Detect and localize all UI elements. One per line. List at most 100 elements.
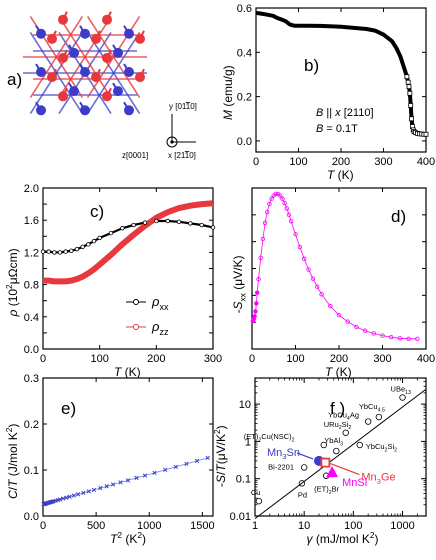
x-tick-label: 200	[332, 156, 350, 168]
data-point	[415, 336, 420, 342]
y-axis-label: ρ (102​μΩcm)	[4, 248, 20, 317]
data-point	[397, 336, 403, 341]
y-tick-label: 0.0	[24, 344, 39, 356]
highlight-label-mn3sn: Mn3​Sn	[267, 447, 300, 461]
series-line	[252, 193, 418, 340]
data-point	[91, 238, 97, 244]
annotation-field-direction: B || x [2110]	[316, 107, 374, 119]
data-point	[61, 496, 66, 501]
data-point	[118, 480, 123, 485]
y-tick-label: 0.2	[237, 92, 252, 104]
point-label: YbAl3​	[324, 436, 343, 447]
atom	[69, 86, 79, 97]
red-bond	[29, 16, 84, 98]
x-tick-label: 1000	[390, 520, 414, 532]
data-point	[405, 79, 411, 85]
point-label: Pd	[298, 490, 307, 499]
plot-frame	[42, 187, 214, 350]
blue-bond	[86, 32, 141, 114]
point-label: YbCu4​Ag	[328, 411, 359, 422]
data-point	[315, 284, 320, 289]
data-point	[152, 470, 157, 476]
x-tick-label: 0	[249, 353, 255, 365]
data-point	[71, 493, 76, 498]
x-tick-label: 500	[87, 520, 105, 532]
data-point	[98, 485, 103, 491]
legend-marker-zz	[133, 324, 139, 330]
data-point	[108, 230, 114, 236]
axis-y-label: y [0110]	[169, 102, 197, 111]
x-tick-label: 100	[90, 353, 108, 365]
panel-b: 0 100 200 300 400 0.0 0.2 0.4 0.6 b) B || x [2110]…	[221, 3, 435, 182]
x-tick-label: 400	[417, 156, 435, 168]
atom	[91, 72, 101, 83]
data-point	[407, 90, 413, 96]
data-point	[210, 225, 216, 230]
point-label: Bi-2201	[268, 462, 294, 471]
x-tick-label: 300	[204, 353, 222, 365]
panel-e-label: e)	[61, 399, 76, 418]
y-axis-label: -S/T(μV/K2​)	[212, 425, 228, 487]
x-axis-label: γ (mJ/mol K2​)	[307, 530, 379, 546]
y-tick-label: 0.3	[24, 373, 39, 385]
atom	[80, 28, 90, 39]
blue-bond	[29, 32, 84, 114]
panel-c-label: c)	[90, 202, 104, 221]
x-tick-label: 200	[147, 353, 165, 365]
data-point	[64, 495, 69, 500]
point-label: (ET)2​Cu(NSC)2​	[244, 432, 295, 443]
data-point	[173, 464, 178, 470]
panel-d: 0 100 200 300 400 d) T (K) -Sxx​ (μV/K)	[231, 187, 435, 379]
panel-d-label: d)	[391, 207, 406, 226]
highlight-point-mnsi	[326, 466, 339, 478]
x-axis-label: T (K)	[114, 365, 141, 379]
x-tick-label: 100	[344, 520, 362, 532]
x-tick-label: 0	[40, 520, 46, 532]
x-tick-label: 0	[253, 156, 259, 168]
data-point	[255, 497, 263, 505]
point-label: (ET)2​Br	[314, 485, 340, 496]
atom	[102, 91, 112, 102]
atom	[58, 14, 68, 25]
highlight-point-mn3ge	[320, 457, 331, 468]
data-point	[336, 312, 342, 318]
data-point	[40, 249, 46, 254]
legend-marker-xx	[133, 299, 139, 305]
atom	[47, 72, 57, 83]
data-point	[176, 219, 182, 225]
data-point	[154, 218, 159, 224]
data-point	[199, 222, 204, 228]
x-tick-label: 100	[289, 156, 307, 168]
y-tick-label: 0.4	[237, 47, 252, 59]
x-tick-label: 300	[374, 156, 392, 168]
y-tick-label: 0.6	[237, 3, 252, 15]
data-point	[375, 413, 383, 421]
data-point	[165, 218, 170, 224]
legend-label-zz: ρzz​	[151, 319, 169, 337]
data-point	[362, 328, 368, 333]
data-point	[63, 249, 68, 254]
x-tick-label: 1500	[190, 520, 214, 532]
data-point	[205, 455, 210, 461]
atom	[124, 105, 134, 116]
data-point	[364, 418, 372, 425]
x-tick-label: 300	[373, 353, 391, 365]
data-point	[75, 492, 81, 497]
data-point	[110, 482, 116, 487]
data-point	[104, 484, 109, 489]
highlight-label-mn3ge: Mn3​Ge	[361, 472, 395, 486]
y-tick-label: 0.8	[24, 280, 39, 292]
data-point	[142, 220, 148, 225]
atom	[58, 53, 68, 63]
data-point	[265, 209, 270, 215]
data-point	[371, 331, 376, 336]
point-label: YbCu4.5​	[359, 402, 385, 413]
panel-f: 1 10 100 1000 0.01 0.1 1 10 UBe13​ YbCu4.5​YbCu4​…	[212, 377, 427, 546]
data-point	[57, 497, 63, 502]
data-point	[69, 248, 74, 253]
data-point	[262, 220, 268, 226]
data-point	[286, 212, 292, 218]
highlight-arrow-mn3ge	[330, 463, 360, 476]
panel-c: 0 100 200 300 0.0 0.4 0.8 1.2 1.6 2.0 ρxx​ ρzz​ c) T …	[4, 183, 222, 379]
data-point	[406, 336, 411, 342]
